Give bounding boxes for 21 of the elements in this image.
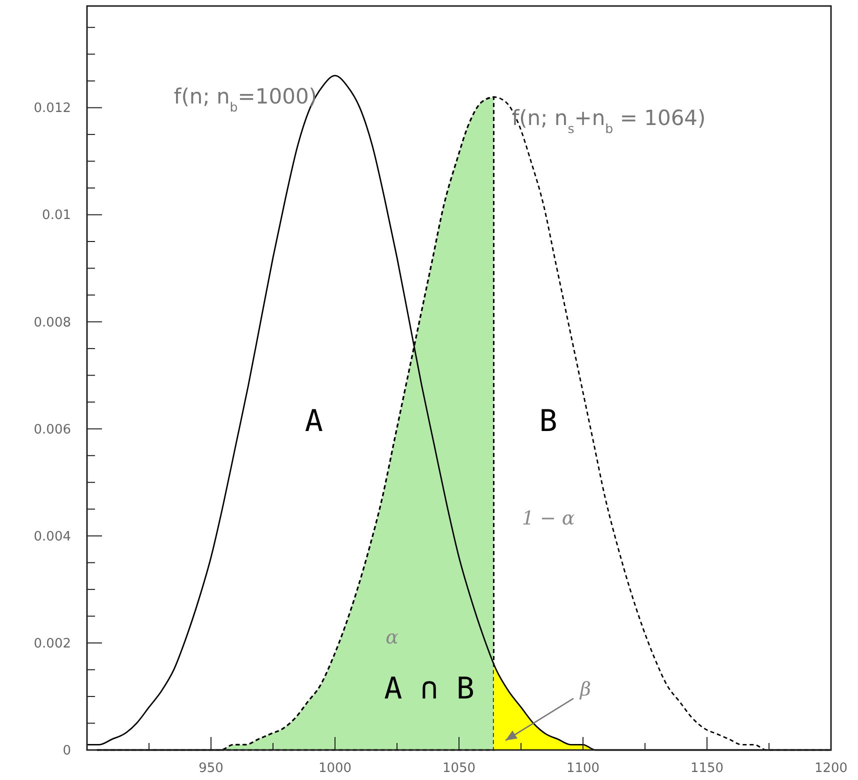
x-tick-label: 1150 [690,761,724,776]
x-tick-label: 1000 [318,761,352,776]
x-tick-label: 1050 [442,761,476,776]
y-tick-label: 0.006 [34,422,71,438]
y-tick-label: 0.008 [34,315,71,330]
series-label: f(n; n$_{b}$=1000) [174,84,317,114]
y-tick-label: 0.002 [34,636,71,652]
y-tick-label: 0 [62,744,71,758]
series-label: f(n; n$_{s}$+n$_{b}$ = 1064) [512,106,706,136]
annotation: B [539,404,558,439]
annotation: 1 − α [522,507,575,530]
x-tick-label: 1200 [814,761,848,776]
y-tick-label: 0.01 [42,208,71,224]
y-tick-label: 0.004 [34,529,71,544]
annotation: A ∩ B [384,672,474,707]
annotation: A [304,404,323,439]
y-tick-label: 0.012 [34,101,71,116]
x-tick-label: 1100 [566,761,600,776]
x-tick-label: 950 [198,761,224,776]
annotation: β [578,678,591,700]
annotation: α [386,626,399,648]
